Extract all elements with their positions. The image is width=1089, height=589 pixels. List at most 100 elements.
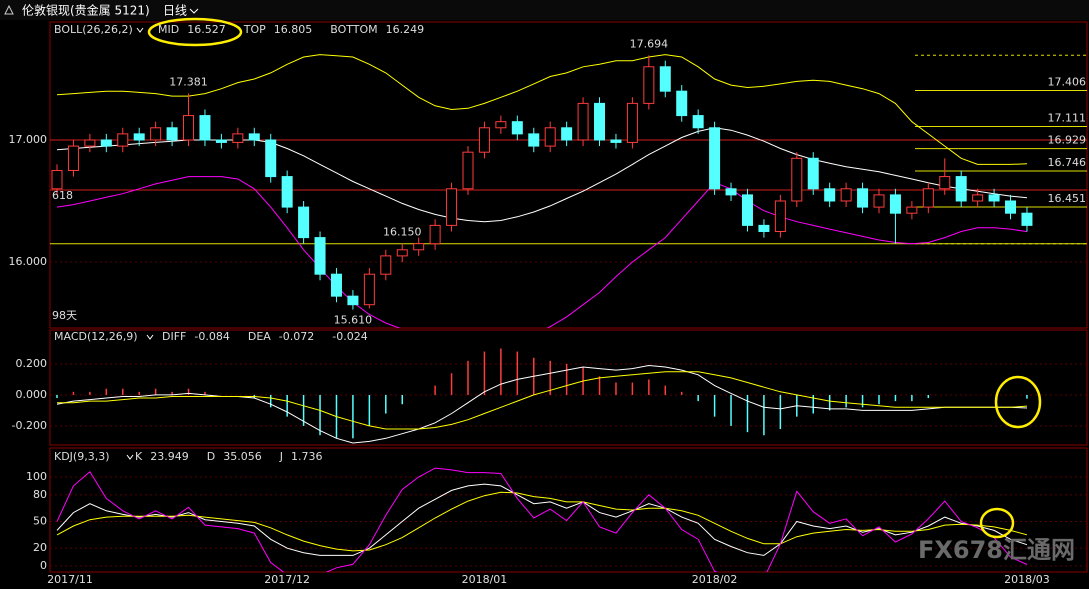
plot bbox=[56, 348, 1028, 444]
legend-value: -0.024 bbox=[332, 330, 367, 343]
candle-body bbox=[528, 133, 540, 147]
y-tick-label: 0 bbox=[40, 559, 47, 572]
fib-level-label: 17.406 bbox=[1048, 75, 1087, 88]
candle-body bbox=[248, 133, 260, 141]
candle-body bbox=[298, 206, 310, 239]
candle-body bbox=[791, 157, 803, 202]
legend-value: 16.527 bbox=[187, 23, 226, 36]
fib-level-label: 16.746 bbox=[1048, 156, 1087, 169]
plot bbox=[50, 54, 1087, 328]
candle-body bbox=[594, 102, 606, 141]
indicator-name: KDJ(9,3,3) bbox=[54, 450, 110, 463]
candle-body bbox=[857, 188, 869, 208]
y-tick-label: 0.200 bbox=[16, 357, 48, 370]
candle-body bbox=[314, 237, 326, 275]
legend-name: DIFF bbox=[162, 330, 186, 343]
legend-name: BOTTOM bbox=[330, 23, 377, 36]
candle-body bbox=[363, 273, 375, 306]
dropdown-chevron bbox=[136, 27, 144, 33]
indicator-line bbox=[57, 371, 1028, 430]
instrument-title[interactable]: 伦敦银现(贵金属 5121) bbox=[22, 3, 150, 18]
price-annotation: 15.610 bbox=[334, 314, 373, 327]
y-tick-label: 17.000 bbox=[9, 133, 48, 146]
y-tick-label: 20 bbox=[33, 541, 47, 554]
candle-body bbox=[659, 66, 671, 92]
period-selector[interactable]: 日线 bbox=[163, 4, 187, 18]
y-tick-label: 50 bbox=[33, 515, 47, 528]
candle-body bbox=[725, 188, 737, 196]
candle-body bbox=[643, 66, 655, 104]
candle-body bbox=[972, 194, 984, 202]
x-tick-label: 2018/01 bbox=[462, 573, 508, 586]
indicator-name: BOLL(26,26,2) bbox=[54, 23, 133, 36]
candle-body bbox=[561, 127, 573, 141]
indicator-line bbox=[56, 176, 1028, 328]
fib-level-label: 16.929 bbox=[1048, 134, 1087, 147]
dropdown-chevron bbox=[126, 454, 134, 460]
candle-body bbox=[117, 133, 129, 147]
candle-body bbox=[906, 206, 918, 214]
legend-name: K bbox=[135, 450, 143, 463]
dropdown-chevron bbox=[146, 334, 154, 340]
candle-body bbox=[183, 115, 195, 141]
candle-body bbox=[922, 188, 934, 208]
panel-frame bbox=[49, 329, 1088, 446]
candle-body bbox=[758, 224, 770, 232]
price-annotation: 17.694 bbox=[630, 37, 669, 50]
legend-name: TOP bbox=[243, 23, 266, 36]
header-icon bbox=[4, 4, 14, 15]
watermark: FX678汇通网 bbox=[918, 536, 1075, 564]
x-tick-label: 2017/12 bbox=[264, 573, 310, 586]
candle-body bbox=[330, 273, 342, 297]
candle-body bbox=[955, 176, 967, 202]
candle-body bbox=[511, 121, 523, 135]
candle-body bbox=[544, 127, 556, 147]
x-tick-label: 2018/02 bbox=[692, 573, 738, 586]
candle-body bbox=[873, 194, 885, 208]
candle-body bbox=[774, 200, 786, 232]
panel-label: 98天 bbox=[52, 309, 77, 322]
legend-value: 35.056 bbox=[223, 450, 262, 463]
y-tick-label: 16.000 bbox=[9, 255, 48, 268]
legend-value: 16.249 bbox=[386, 23, 425, 36]
candle-body bbox=[1021, 212, 1033, 226]
candle-body bbox=[1005, 200, 1017, 214]
candle-body bbox=[150, 127, 162, 141]
indicator-line bbox=[56, 491, 1028, 552]
legend-name: J bbox=[279, 450, 283, 463]
candle-body bbox=[840, 188, 852, 202]
period-chevron bbox=[189, 8, 199, 14]
panel-frame bbox=[49, 447, 1088, 573]
price-annotation: 17.381 bbox=[169, 75, 208, 88]
candle-body bbox=[626, 102, 638, 143]
legend-value: -0.072 bbox=[279, 330, 314, 343]
highlight-ellipse bbox=[147, 17, 243, 47]
candle-body bbox=[462, 151, 474, 190]
highlight-ellipse bbox=[979, 507, 1015, 539]
y-tick-label: 80 bbox=[33, 488, 47, 501]
candle-body bbox=[166, 127, 178, 141]
candle-body bbox=[429, 224, 441, 245]
x-tick-label: 2018/03 bbox=[1004, 573, 1050, 586]
fib-level-label: 16.451 bbox=[1048, 192, 1087, 205]
candle-body bbox=[67, 145, 79, 171]
candle-body bbox=[199, 115, 211, 141]
candle-body bbox=[413, 243, 425, 251]
candle-body bbox=[347, 295, 359, 306]
header-bar bbox=[0, 0, 1089, 20]
candle-body bbox=[478, 127, 490, 153]
highlight-ellipse bbox=[994, 375, 1042, 429]
y-tick-label: 0.000 bbox=[16, 388, 48, 401]
price-annotation: 16.150 bbox=[383, 226, 422, 239]
candle-body bbox=[84, 139, 96, 147]
candle-body bbox=[988, 194, 1000, 202]
candle-body bbox=[100, 139, 112, 147]
legend-value: -0.084 bbox=[194, 330, 229, 343]
indicator-line bbox=[56, 483, 1028, 556]
candle-body bbox=[676, 90, 688, 117]
candle-body bbox=[692, 115, 704, 129]
x-tick-label: 2017/11 bbox=[47, 573, 93, 586]
legend-value: 23.949 bbox=[150, 450, 189, 463]
candle-body bbox=[709, 127, 721, 190]
